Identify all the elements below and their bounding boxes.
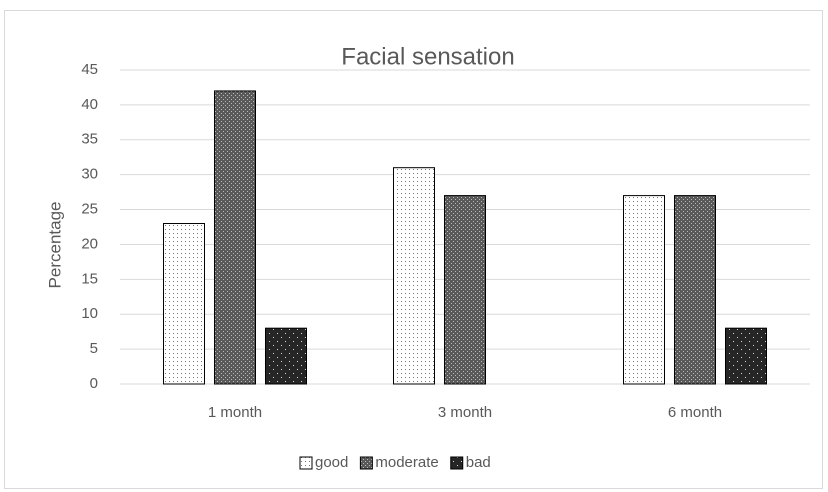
y-tick-label: 15 bbox=[81, 270, 98, 287]
legend-label: good bbox=[315, 454, 348, 471]
legend-swatch bbox=[359, 456, 373, 470]
y-tick-label: 25 bbox=[81, 201, 98, 218]
y-tick-label: 30 bbox=[81, 166, 98, 183]
chart-title: Facial sensation bbox=[341, 43, 514, 70]
bar bbox=[163, 223, 205, 385]
bar bbox=[444, 195, 486, 385]
bar bbox=[265, 327, 307, 385]
legend-label: moderate bbox=[375, 454, 438, 471]
y-tick-label: 5 bbox=[90, 340, 98, 357]
x-tick-label: 6 month bbox=[668, 404, 722, 421]
bar bbox=[725, 327, 767, 385]
legend-swatch bbox=[299, 456, 313, 470]
y-tick-label: 20 bbox=[81, 235, 98, 252]
x-tick-label: 1 month bbox=[208, 404, 262, 421]
bar bbox=[214, 90, 256, 385]
y-axis-label: Percentage bbox=[45, 202, 64, 289]
legend-swatch bbox=[450, 456, 464, 470]
y-tick-label: 0 bbox=[90, 375, 98, 392]
legend-label: bad bbox=[466, 454, 491, 471]
bar bbox=[393, 167, 435, 385]
bar bbox=[623, 195, 665, 385]
bar bbox=[674, 195, 716, 385]
y-tick-label: 40 bbox=[81, 96, 98, 113]
x-tick-label: 3 month bbox=[438, 404, 492, 421]
y-tick-label: 10 bbox=[81, 305, 98, 322]
y-tick-label: 35 bbox=[81, 131, 98, 148]
y-tick-label: 45 bbox=[81, 61, 98, 78]
